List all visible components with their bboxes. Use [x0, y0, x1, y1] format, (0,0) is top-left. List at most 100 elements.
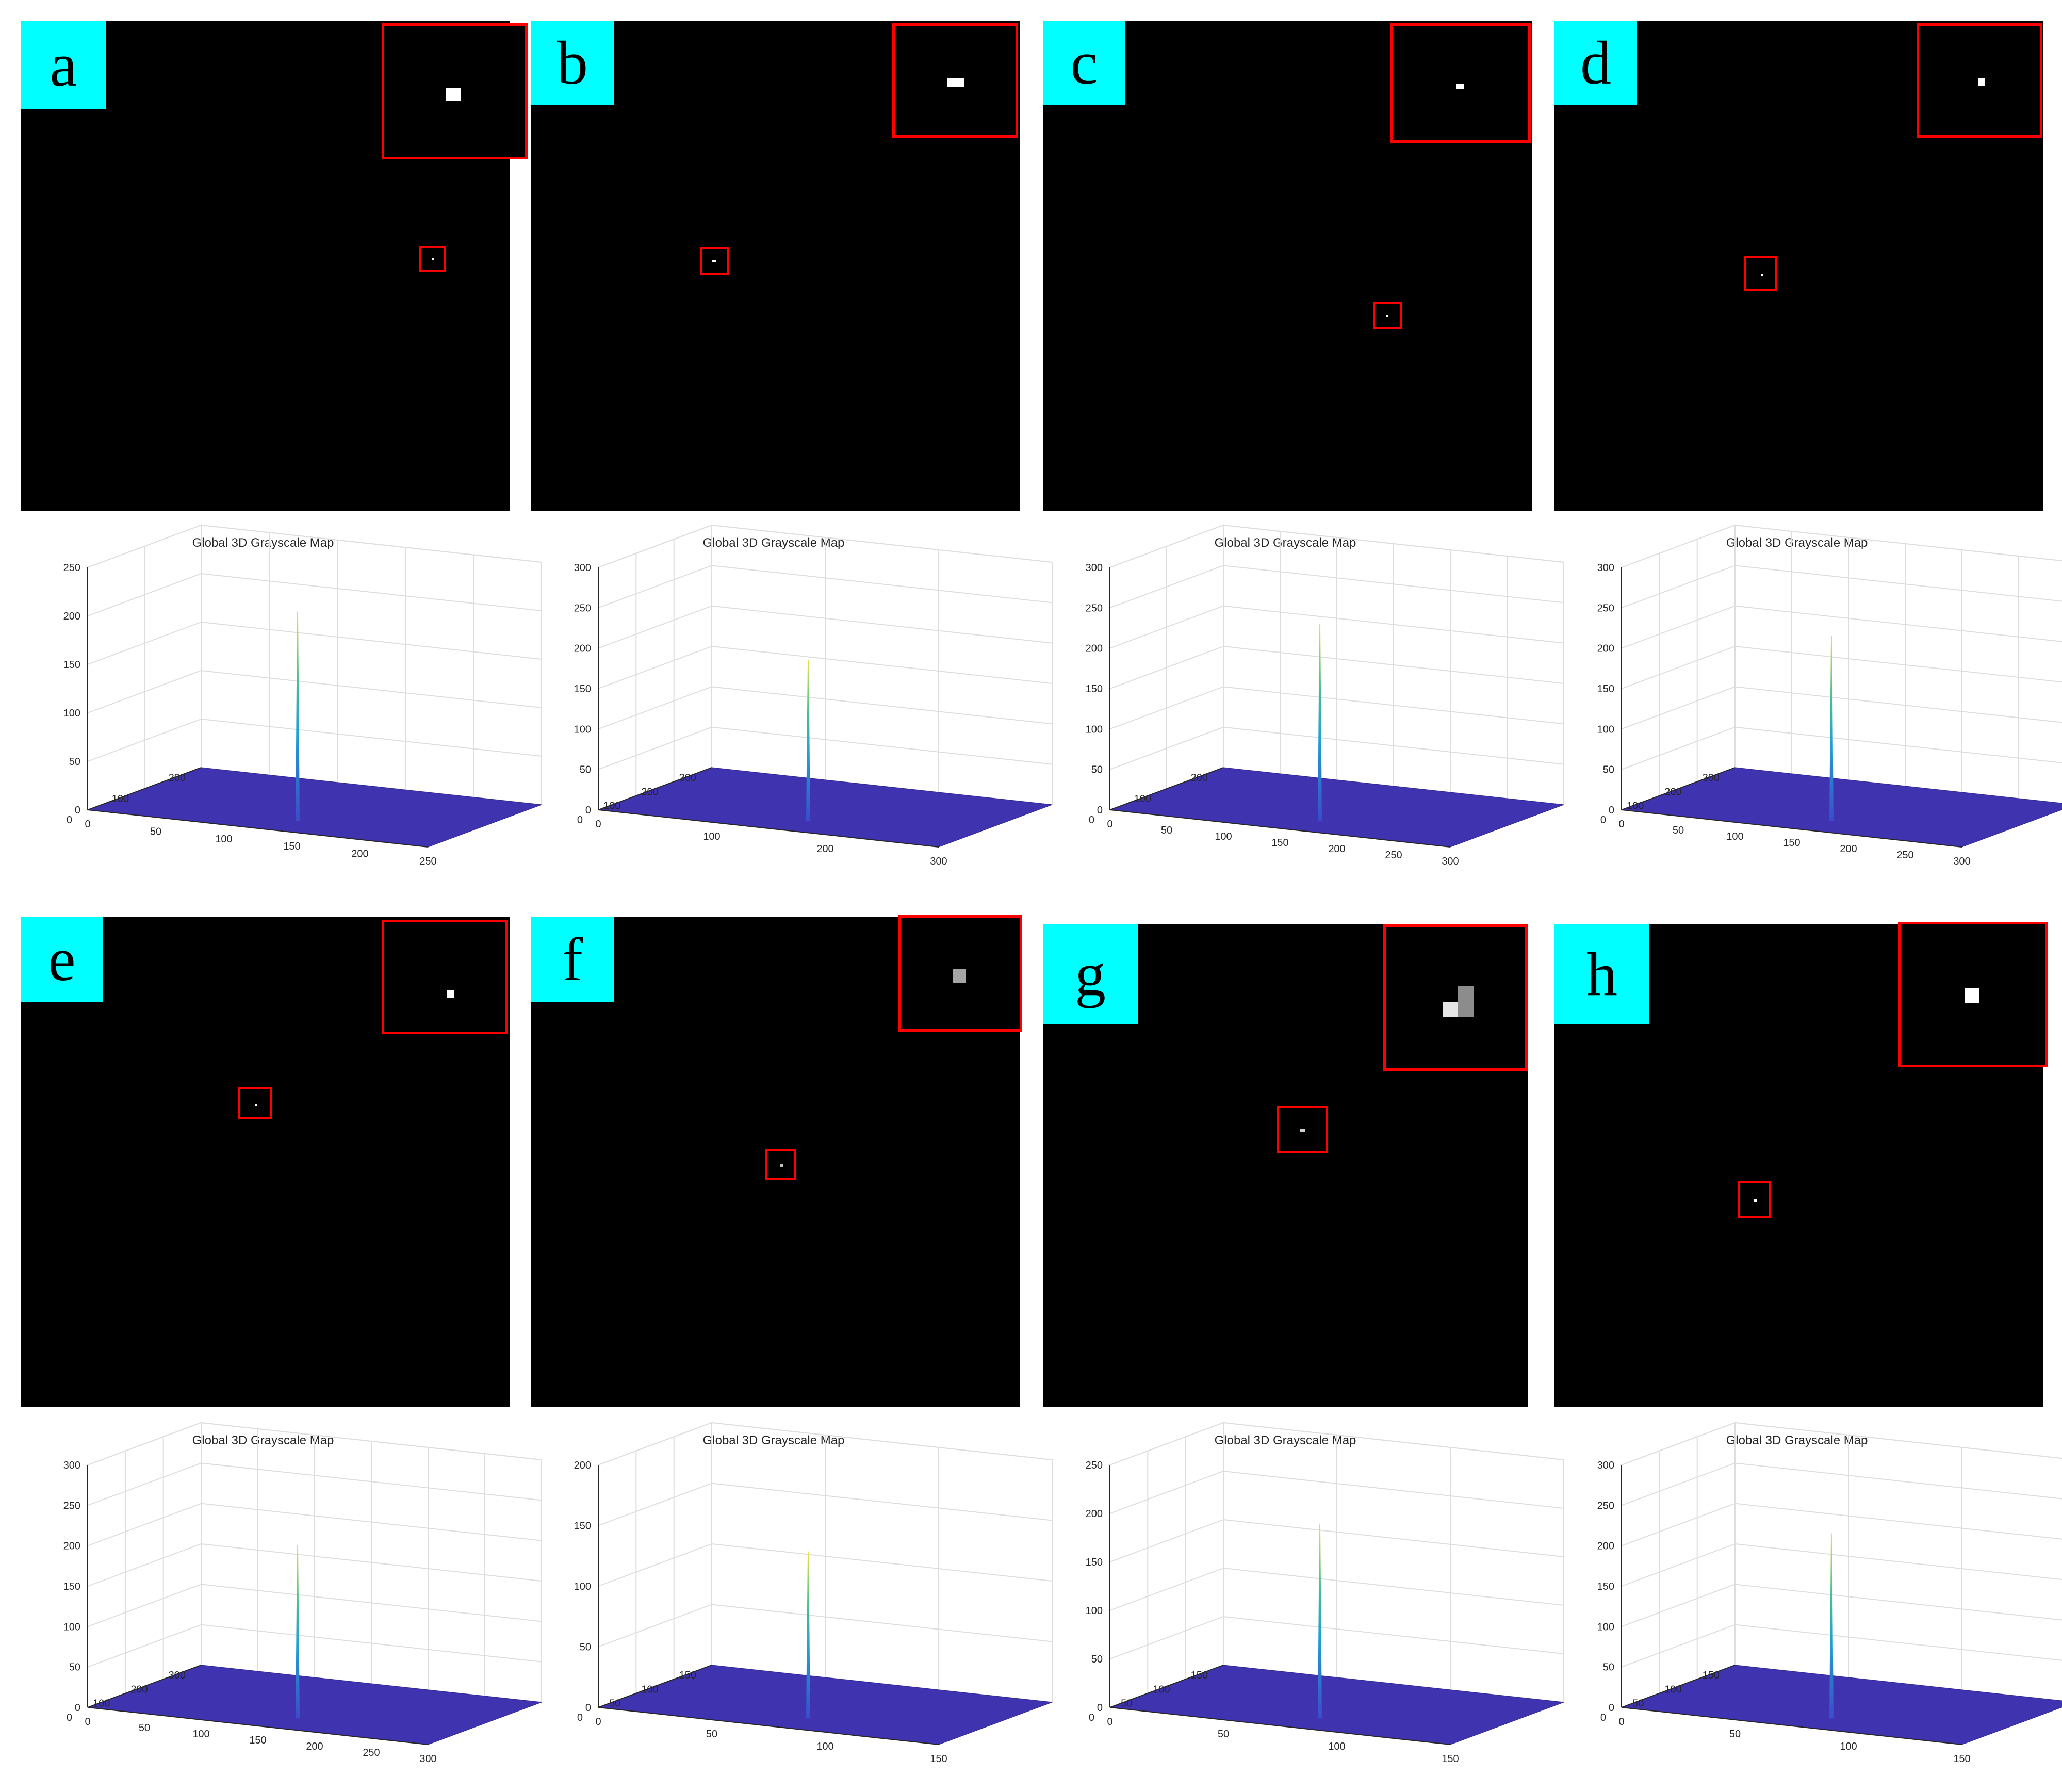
grid-a — [87, 524, 542, 811]
panel-label-d: d — [1554, 21, 1637, 105]
z-tick-d: 150 — [1597, 683, 1614, 695]
y-tick-f: 150 — [679, 1670, 696, 1681]
zoom-inset-c — [1390, 23, 1531, 143]
target-c — [1386, 315, 1388, 317]
target-zoomed-d — [1978, 78, 1985, 86]
y-tick-e: 100 — [93, 1698, 110, 1709]
z-tick-a: 0 — [75, 805, 80, 816]
chart-title-e: Global 3D Grayscale Map — [192, 1433, 334, 1447]
chart-title-g: Global 3D Grayscale Map — [1215, 1433, 1356, 1447]
image-panel-a: a — [21, 21, 528, 511]
z-tick-e: 150 — [63, 1581, 80, 1592]
y-tick-e: 0 — [67, 1712, 72, 1723]
x-tick-e: 0 — [85, 1716, 90, 1728]
y-tick-a: 200 — [169, 772, 186, 784]
grid-c — [1109, 524, 1564, 811]
z-tick-f: 50 — [580, 1642, 591, 1653]
z-tick-h: 250 — [1597, 1500, 1614, 1511]
z-tick-a: 150 — [63, 659, 80, 671]
z-tick-g: 250 — [1086, 1460, 1103, 1471]
y-tick-g: 100 — [1153, 1684, 1170, 1695]
z-tick-b: 300 — [574, 562, 591, 574]
target-zoomed-g-upper — [1458, 986, 1474, 1017]
x-tick-e: 300 — [419, 1753, 436, 1765]
x-tick-e: 200 — [306, 1741, 323, 1752]
x-tick-d: 250 — [1896, 850, 1913, 861]
z-tick-b: 50 — [580, 764, 591, 776]
y-tick-g: 50 — [1121, 1698, 1132, 1709]
peak-spike-h — [1829, 1533, 1834, 1719]
x-tick-h: 100 — [1840, 1741, 1857, 1752]
panel-label-c: c — [1043, 21, 1125, 105]
z-tick-f: 200 — [574, 1460, 591, 1471]
target-e — [255, 1104, 257, 1106]
x-tick-b: 0 — [595, 819, 601, 830]
x-tick-h: 150 — [1953, 1753, 1970, 1765]
axes-b — [598, 567, 939, 848]
axes-g — [1109, 1465, 1451, 1745]
zoom-inset-h — [1898, 922, 2048, 1067]
y-tick-e: 300 — [169, 1670, 186, 1681]
x-tick-b: 100 — [703, 831, 720, 842]
z-tick-f: 100 — [574, 1581, 591, 1592]
x-tick-g: 100 — [1328, 1741, 1345, 1752]
panel-label-f: f — [531, 917, 614, 1002]
peak-spike-f — [806, 1551, 810, 1719]
surface-chart-a: Global 3D Grayscale Map 0 50 100 150 200 250 0 5… — [10, 524, 542, 892]
surface-svg-a: Global 3D Grayscale Map 0 50 100 150 200 250 0 5… — [63, 524, 542, 867]
panel-label-e: e — [21, 917, 103, 1002]
surface-chart-e: Global 3D Grayscale Map 0 50 100 150 200 250 30… — [10, 1422, 542, 1785]
z-tick-h: 300 — [1597, 1460, 1614, 1471]
x-tick-f: 0 — [595, 1716, 601, 1728]
panel-label-g: g — [1043, 924, 1138, 1024]
roi-box-e — [238, 1087, 272, 1119]
surface-svg-h: Global 3D Grayscale Map 0 50 100 150 200 250 30… — [1597, 1422, 2062, 1765]
x-tick-a: 200 — [351, 849, 368, 860]
target-g — [1300, 1129, 1305, 1132]
y-tick-h: 100 — [1664, 1684, 1681, 1695]
z-tick-h: 200 — [1597, 1541, 1614, 1552]
x-tick-c: 0 — [1107, 819, 1112, 830]
axes-a — [87, 567, 429, 848]
zoom-inset-g — [1383, 924, 1528, 1071]
roi-box-d — [1744, 256, 1777, 291]
peak-spike-d — [1829, 636, 1834, 821]
target-zoomed-h — [1965, 988, 1979, 1003]
y-tick-b: 0 — [577, 814, 583, 826]
surface-chart-h: Global 3D Grayscale Map 0 50 100 150 200 250 30… — [1544, 1422, 2062, 1785]
x-tick-e: 100 — [192, 1729, 209, 1740]
y-tick-h: 0 — [1600, 1712, 1606, 1723]
x-tick-a: 100 — [215, 834, 232, 845]
surface-svg-c: Global 3D Grayscale Map 0 50 100 150 200 250 30… — [1086, 524, 1564, 867]
surface-svg-e: Global 3D Grayscale Map 0 50 100 150 200 250 30… — [63, 1422, 542, 1765]
peak-spike-b — [806, 660, 810, 821]
image-panel-g: g — [1043, 924, 1528, 1407]
y-tick-h: 150 — [1703, 1670, 1720, 1681]
image-panel-f: f — [531, 915, 1022, 1407]
x-tick-c: 250 — [1385, 850, 1402, 861]
z-tick-h: 0 — [1609, 1702, 1614, 1714]
x-tick-c: 200 — [1328, 843, 1345, 855]
x-tick-b: 200 — [816, 843, 833, 855]
x-tick-d: 200 — [1840, 843, 1857, 855]
panel-label-b: b — [531, 21, 614, 105]
z-tick-d: 200 — [1597, 643, 1614, 655]
target-b — [712, 260, 716, 262]
roi-box-b — [700, 247, 729, 275]
y-tick-f: 100 — [641, 1684, 658, 1695]
surface-chart-d: Global 3D Grayscale Map 0 50 100 150 200 250 30… — [1544, 524, 2062, 892]
z-tick-b: 150 — [574, 683, 591, 695]
zoom-inset-f — [898, 915, 1022, 1032]
z-tick-f: 0 — [585, 1702, 591, 1714]
grid-g — [1109, 1422, 1564, 1708]
image-panel-d: d — [1554, 21, 2043, 511]
z-tick-e: 200 — [63, 1541, 80, 1552]
z-tick-g: 50 — [1091, 1654, 1103, 1665]
y-tick-g: 0 — [1089, 1712, 1094, 1723]
z-tick-h: 100 — [1597, 1621, 1614, 1633]
grid-h — [1621, 1422, 2062, 1708]
y-tick-d: 100 — [1627, 801, 1644, 812]
y-tick-b: 100 — [603, 801, 620, 812]
x-tick-d: 100 — [1726, 831, 1743, 842]
y-tick-d: 0 — [1600, 814, 1606, 826]
